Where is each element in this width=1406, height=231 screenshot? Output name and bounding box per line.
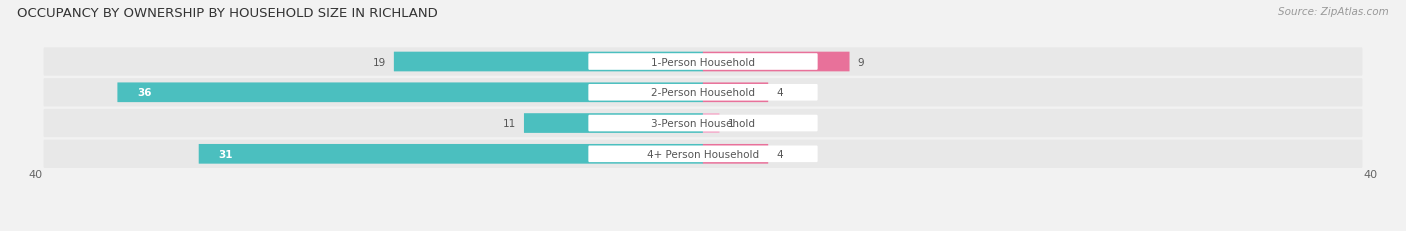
Text: 4: 4: [776, 149, 783, 159]
Text: 3-Person Household: 3-Person Household: [651, 119, 755, 128]
FancyBboxPatch shape: [703, 144, 768, 164]
FancyBboxPatch shape: [198, 144, 703, 164]
Text: 1: 1: [727, 119, 734, 128]
FancyBboxPatch shape: [524, 114, 703, 133]
Text: 1-Person Household: 1-Person Household: [651, 57, 755, 67]
Legend: Owner-occupied, Renter-occupied: Owner-occupied, Renter-occupied: [583, 229, 823, 231]
FancyBboxPatch shape: [588, 146, 818, 162]
FancyBboxPatch shape: [117, 83, 703, 103]
FancyBboxPatch shape: [703, 52, 849, 72]
Text: 40: 40: [1364, 169, 1378, 179]
Text: 11: 11: [503, 119, 516, 128]
FancyBboxPatch shape: [44, 48, 1362, 76]
Text: Source: ZipAtlas.com: Source: ZipAtlas.com: [1278, 7, 1389, 17]
FancyBboxPatch shape: [588, 85, 818, 101]
FancyBboxPatch shape: [588, 54, 818, 70]
Text: 4: 4: [776, 88, 783, 98]
Text: 9: 9: [858, 57, 865, 67]
FancyBboxPatch shape: [588, 115, 818, 132]
Text: 31: 31: [218, 149, 233, 159]
FancyBboxPatch shape: [44, 79, 1362, 107]
Text: 19: 19: [373, 57, 385, 67]
FancyBboxPatch shape: [44, 109, 1362, 138]
Text: 2-Person Household: 2-Person Household: [651, 88, 755, 98]
Text: OCCUPANCY BY OWNERSHIP BY HOUSEHOLD SIZE IN RICHLAND: OCCUPANCY BY OWNERSHIP BY HOUSEHOLD SIZE…: [17, 7, 437, 20]
Text: 4+ Person Household: 4+ Person Household: [647, 149, 759, 159]
FancyBboxPatch shape: [703, 114, 720, 133]
Text: 40: 40: [28, 169, 42, 179]
FancyBboxPatch shape: [703, 83, 768, 103]
FancyBboxPatch shape: [44, 140, 1362, 168]
Text: 36: 36: [136, 88, 152, 98]
FancyBboxPatch shape: [394, 52, 703, 72]
